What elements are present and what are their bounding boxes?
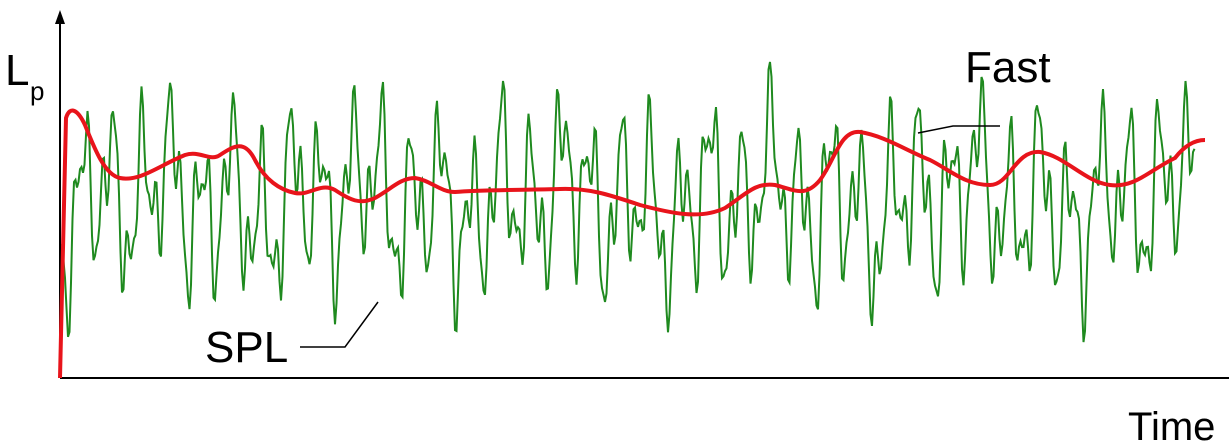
fast-leader bbox=[917, 125, 1000, 134]
fast-curve bbox=[58, 108, 1206, 379]
y-axis-label-subscript: p bbox=[30, 76, 44, 106]
spl-leader bbox=[300, 301, 379, 348]
spl-label: SPL bbox=[205, 323, 288, 372]
x-axis-label: Time bbox=[1128, 405, 1215, 448]
y-axis-label: L bbox=[5, 46, 29, 95]
fast-label: Fast bbox=[965, 43, 1051, 92]
spl-curve bbox=[61, 61, 1196, 343]
y-axis-arrow bbox=[55, 10, 65, 24]
